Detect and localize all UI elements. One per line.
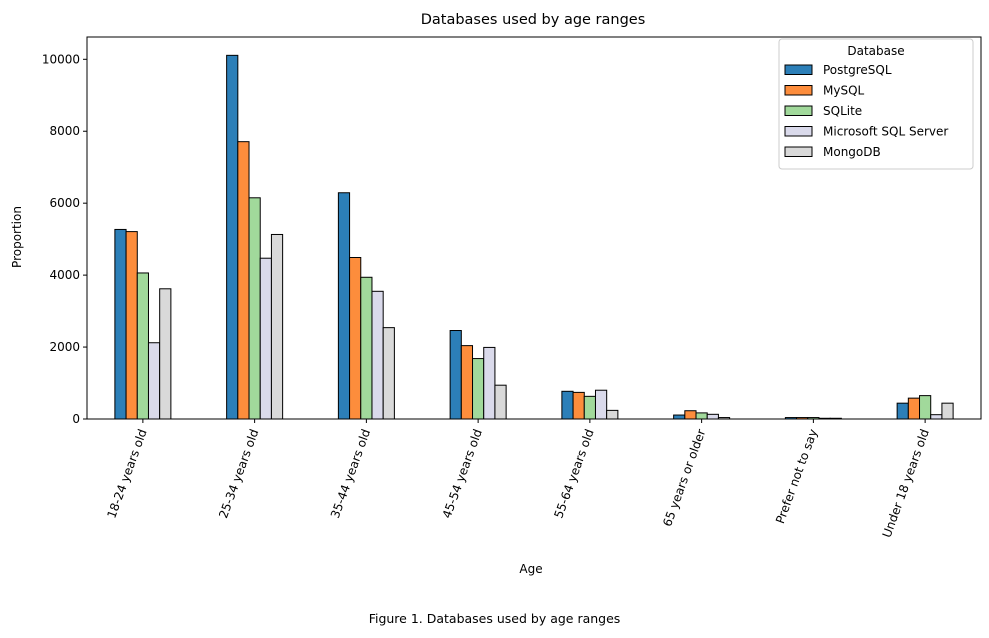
bar xyxy=(941,402,954,420)
x-axis-label: Age xyxy=(519,562,542,576)
bar xyxy=(337,192,351,420)
x-tick-label: 55-64 years old xyxy=(551,427,596,520)
bar xyxy=(594,389,608,420)
bar xyxy=(226,54,239,420)
legend-entry-label: SQLite xyxy=(823,104,862,118)
legend-swatch xyxy=(784,126,813,137)
x-tick-label: Under 18 years old xyxy=(880,427,932,539)
bar xyxy=(460,345,474,420)
y-tick-label: 0 xyxy=(72,412,80,426)
plot-frame xyxy=(86,36,982,420)
bar xyxy=(684,410,697,420)
legend-swatch xyxy=(784,85,813,96)
bar xyxy=(270,233,284,420)
legend-swatch xyxy=(784,64,813,75)
figure-caption: Figure 1. Databases used by age ranges xyxy=(368,611,621,626)
x-tick-label: 45-54 years old xyxy=(440,427,485,520)
legend-entry-label: Microsoft SQL Server xyxy=(823,125,948,139)
x-tick-label: Prefer not to say xyxy=(773,427,820,525)
bar-chart: Databases used by age ranges 0 2000 4000 60… xyxy=(10,12,982,576)
y-tick-label: 10000 xyxy=(42,52,80,66)
bar xyxy=(572,391,585,420)
bar xyxy=(382,327,395,420)
legend-entry-label: PostgreSQL xyxy=(823,63,892,77)
bar xyxy=(248,197,261,420)
x-tick-label: 18-24 years old xyxy=(104,427,149,520)
legend-title: Database xyxy=(847,44,904,58)
legend-swatch xyxy=(784,105,813,116)
y-axis-label: Proportion xyxy=(10,206,24,268)
bar xyxy=(159,288,172,420)
legend-swatch xyxy=(784,146,813,157)
bar xyxy=(896,402,909,420)
bar xyxy=(695,412,708,420)
bar xyxy=(494,384,507,420)
bar xyxy=(371,290,384,420)
legend-entry-label: MySQL xyxy=(823,84,865,98)
bar xyxy=(360,276,373,420)
y-tick-label: 6000 xyxy=(49,196,80,210)
bar xyxy=(147,342,161,420)
y-tick-label: 4000 xyxy=(49,268,80,282)
x-tick-label: 25-34 years old xyxy=(216,427,261,520)
bar xyxy=(349,257,362,420)
chart-title: Databases used by age ranges xyxy=(421,12,646,28)
x-tick-label: 65 years or older xyxy=(660,427,708,528)
bar xyxy=(449,330,462,420)
bar xyxy=(606,409,619,420)
legend-entry-label: MongoDB xyxy=(823,145,881,159)
bar xyxy=(706,413,719,420)
bar xyxy=(673,414,686,420)
bar xyxy=(919,395,932,420)
bar xyxy=(259,257,272,420)
y-tick-label: 2000 xyxy=(49,340,80,354)
legend-frame xyxy=(778,38,974,170)
bar xyxy=(561,390,574,420)
bar xyxy=(237,141,250,420)
bar xyxy=(583,395,596,420)
y-tick-label: 8000 xyxy=(49,124,80,138)
bar xyxy=(483,346,496,420)
bar xyxy=(930,414,943,420)
bar xyxy=(125,231,138,420)
legend: Database PostgreSQL MySQL SQLite Microsoft … xyxy=(778,38,974,170)
bar xyxy=(472,358,485,420)
bar xyxy=(136,272,149,420)
x-tick-label: 35-44 years old xyxy=(328,427,373,520)
bar xyxy=(114,228,127,420)
bar xyxy=(907,397,921,420)
